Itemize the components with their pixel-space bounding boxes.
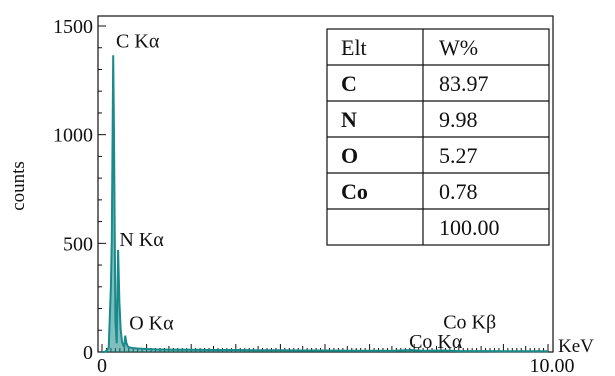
y-axis-title: counts — [8, 161, 29, 211]
peak-label: Co Kβ — [443, 311, 496, 333]
table-cell-weight: 5.27 — [439, 143, 478, 168]
y-axis-ticks: 0 500 1000 1500 — [53, 16, 106, 364]
series-layer — [102, 55, 548, 353]
table-cell-weight: 0.78 — [439, 179, 478, 204]
peak-label: O Kα — [129, 313, 174, 335]
y-tick-label: 1500 — [53, 16, 93, 38]
table-cell-element: C — [341, 71, 357, 96]
table-cell-element: N — [341, 107, 357, 132]
x-tick-label: 10.00 — [530, 355, 575, 376]
x-axis-ticks: 0 10.00 — [97, 344, 575, 376]
y-tick-label: 1000 — [53, 125, 93, 147]
table-cell-weight: 100.00 — [439, 215, 500, 240]
table-header-wpct: W% — [439, 35, 478, 60]
peak-label: C Kα — [116, 30, 160, 52]
x-tick-label: 0 — [97, 355, 107, 376]
peak-label: N Kα — [119, 229, 164, 251]
composition-table: Elt W% C 83.97 N 9.98 O 5.27 Co 0.78 100.00 — [326, 28, 550, 246]
table-cell-element: Co — [341, 179, 368, 204]
table-cell-weight: 83.97 — [439, 71, 489, 96]
y-tick-label: 0 — [83, 342, 93, 364]
table-cell-weight: 9.98 — [439, 107, 478, 132]
x-axis-title: KeV — [558, 336, 594, 357]
table-header-elt: Elt — [341, 35, 367, 60]
y-tick-label: 500 — [63, 233, 93, 255]
table-cell-element: O — [341, 143, 358, 168]
peak-label: Co Kα — [409, 331, 463, 353]
